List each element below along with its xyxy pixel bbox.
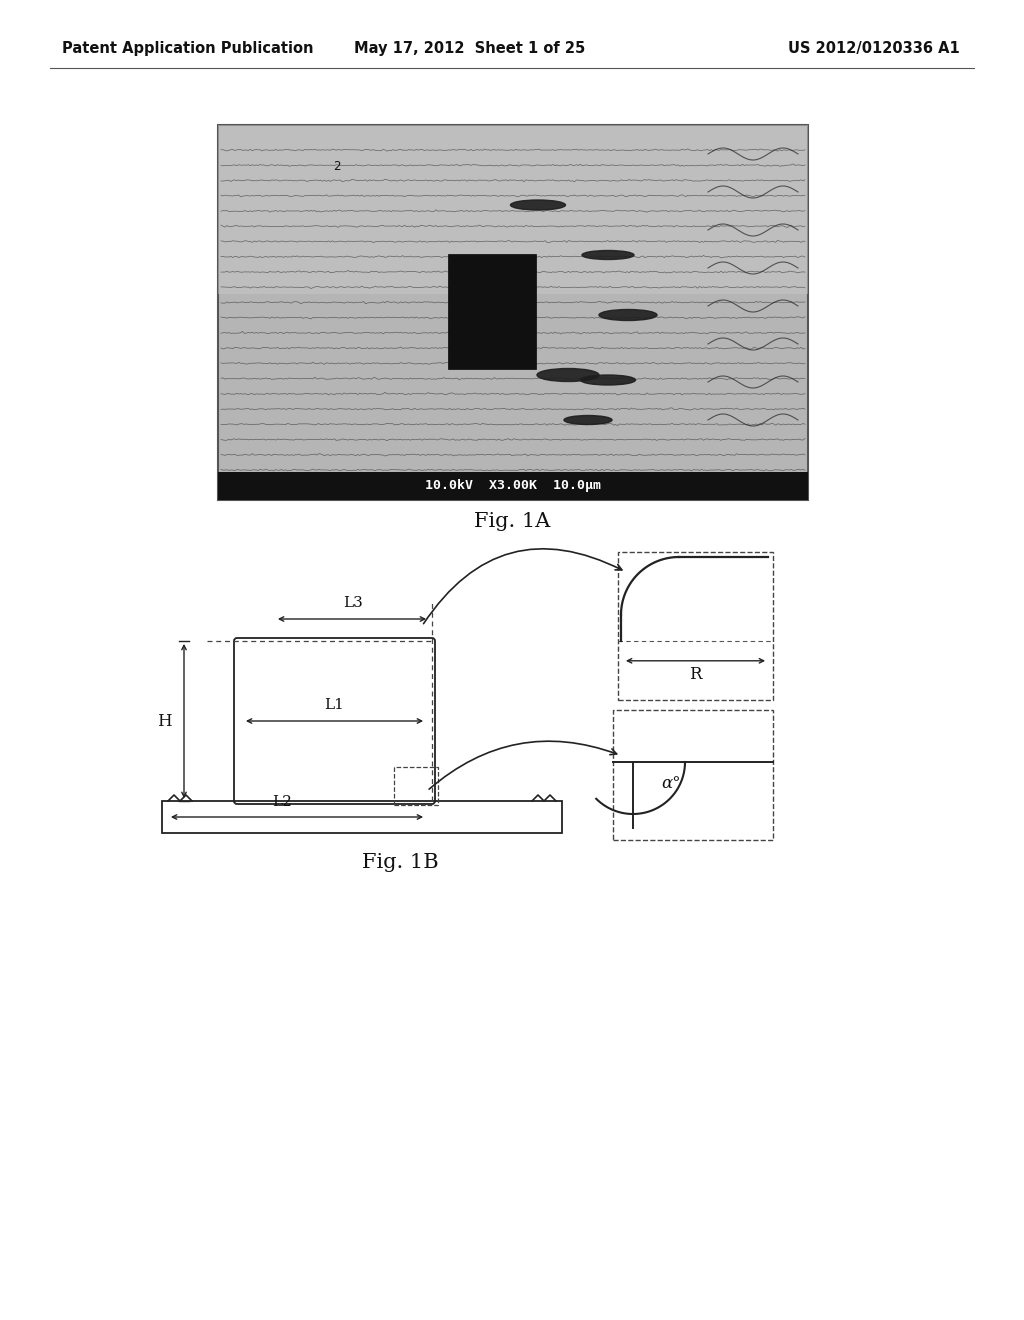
Bar [618, 552, 773, 700]
Bar [162, 801, 562, 833]
Bar [218, 473, 808, 500]
Ellipse shape [537, 368, 599, 381]
Text: L3: L3 [344, 597, 364, 610]
Bar [449, 253, 536, 368]
Bar [218, 125, 808, 500]
Text: 10.0kV  X3.00K  10.0μm: 10.0kV X3.00K 10.0μm [425, 479, 601, 492]
Text: R: R [689, 665, 701, 682]
Ellipse shape [582, 251, 634, 260]
Text: 2: 2 [333, 160, 341, 173]
Ellipse shape [599, 309, 657, 321]
Text: Fig. 1A: Fig. 1A [474, 512, 550, 531]
FancyArrowPatch shape [429, 741, 616, 789]
Bar [218, 125, 808, 294]
Text: H: H [158, 713, 172, 730]
Bar [394, 767, 438, 805]
Bar [613, 710, 773, 840]
Text: May 17, 2012  Sheet 1 of 25: May 17, 2012 Sheet 1 of 25 [354, 41, 586, 55]
Text: L1: L1 [325, 698, 344, 711]
FancyArrowPatch shape [424, 549, 622, 623]
Text: L2: L2 [272, 795, 292, 809]
Text: Fig. 1B: Fig. 1B [361, 853, 438, 873]
Text: α°: α° [662, 776, 681, 792]
Ellipse shape [581, 375, 636, 385]
Text: US 2012/0120336 A1: US 2012/0120336 A1 [788, 41, 961, 55]
Ellipse shape [511, 201, 565, 210]
Text: Patent Application Publication: Patent Application Publication [62, 41, 313, 55]
Ellipse shape [564, 416, 612, 425]
